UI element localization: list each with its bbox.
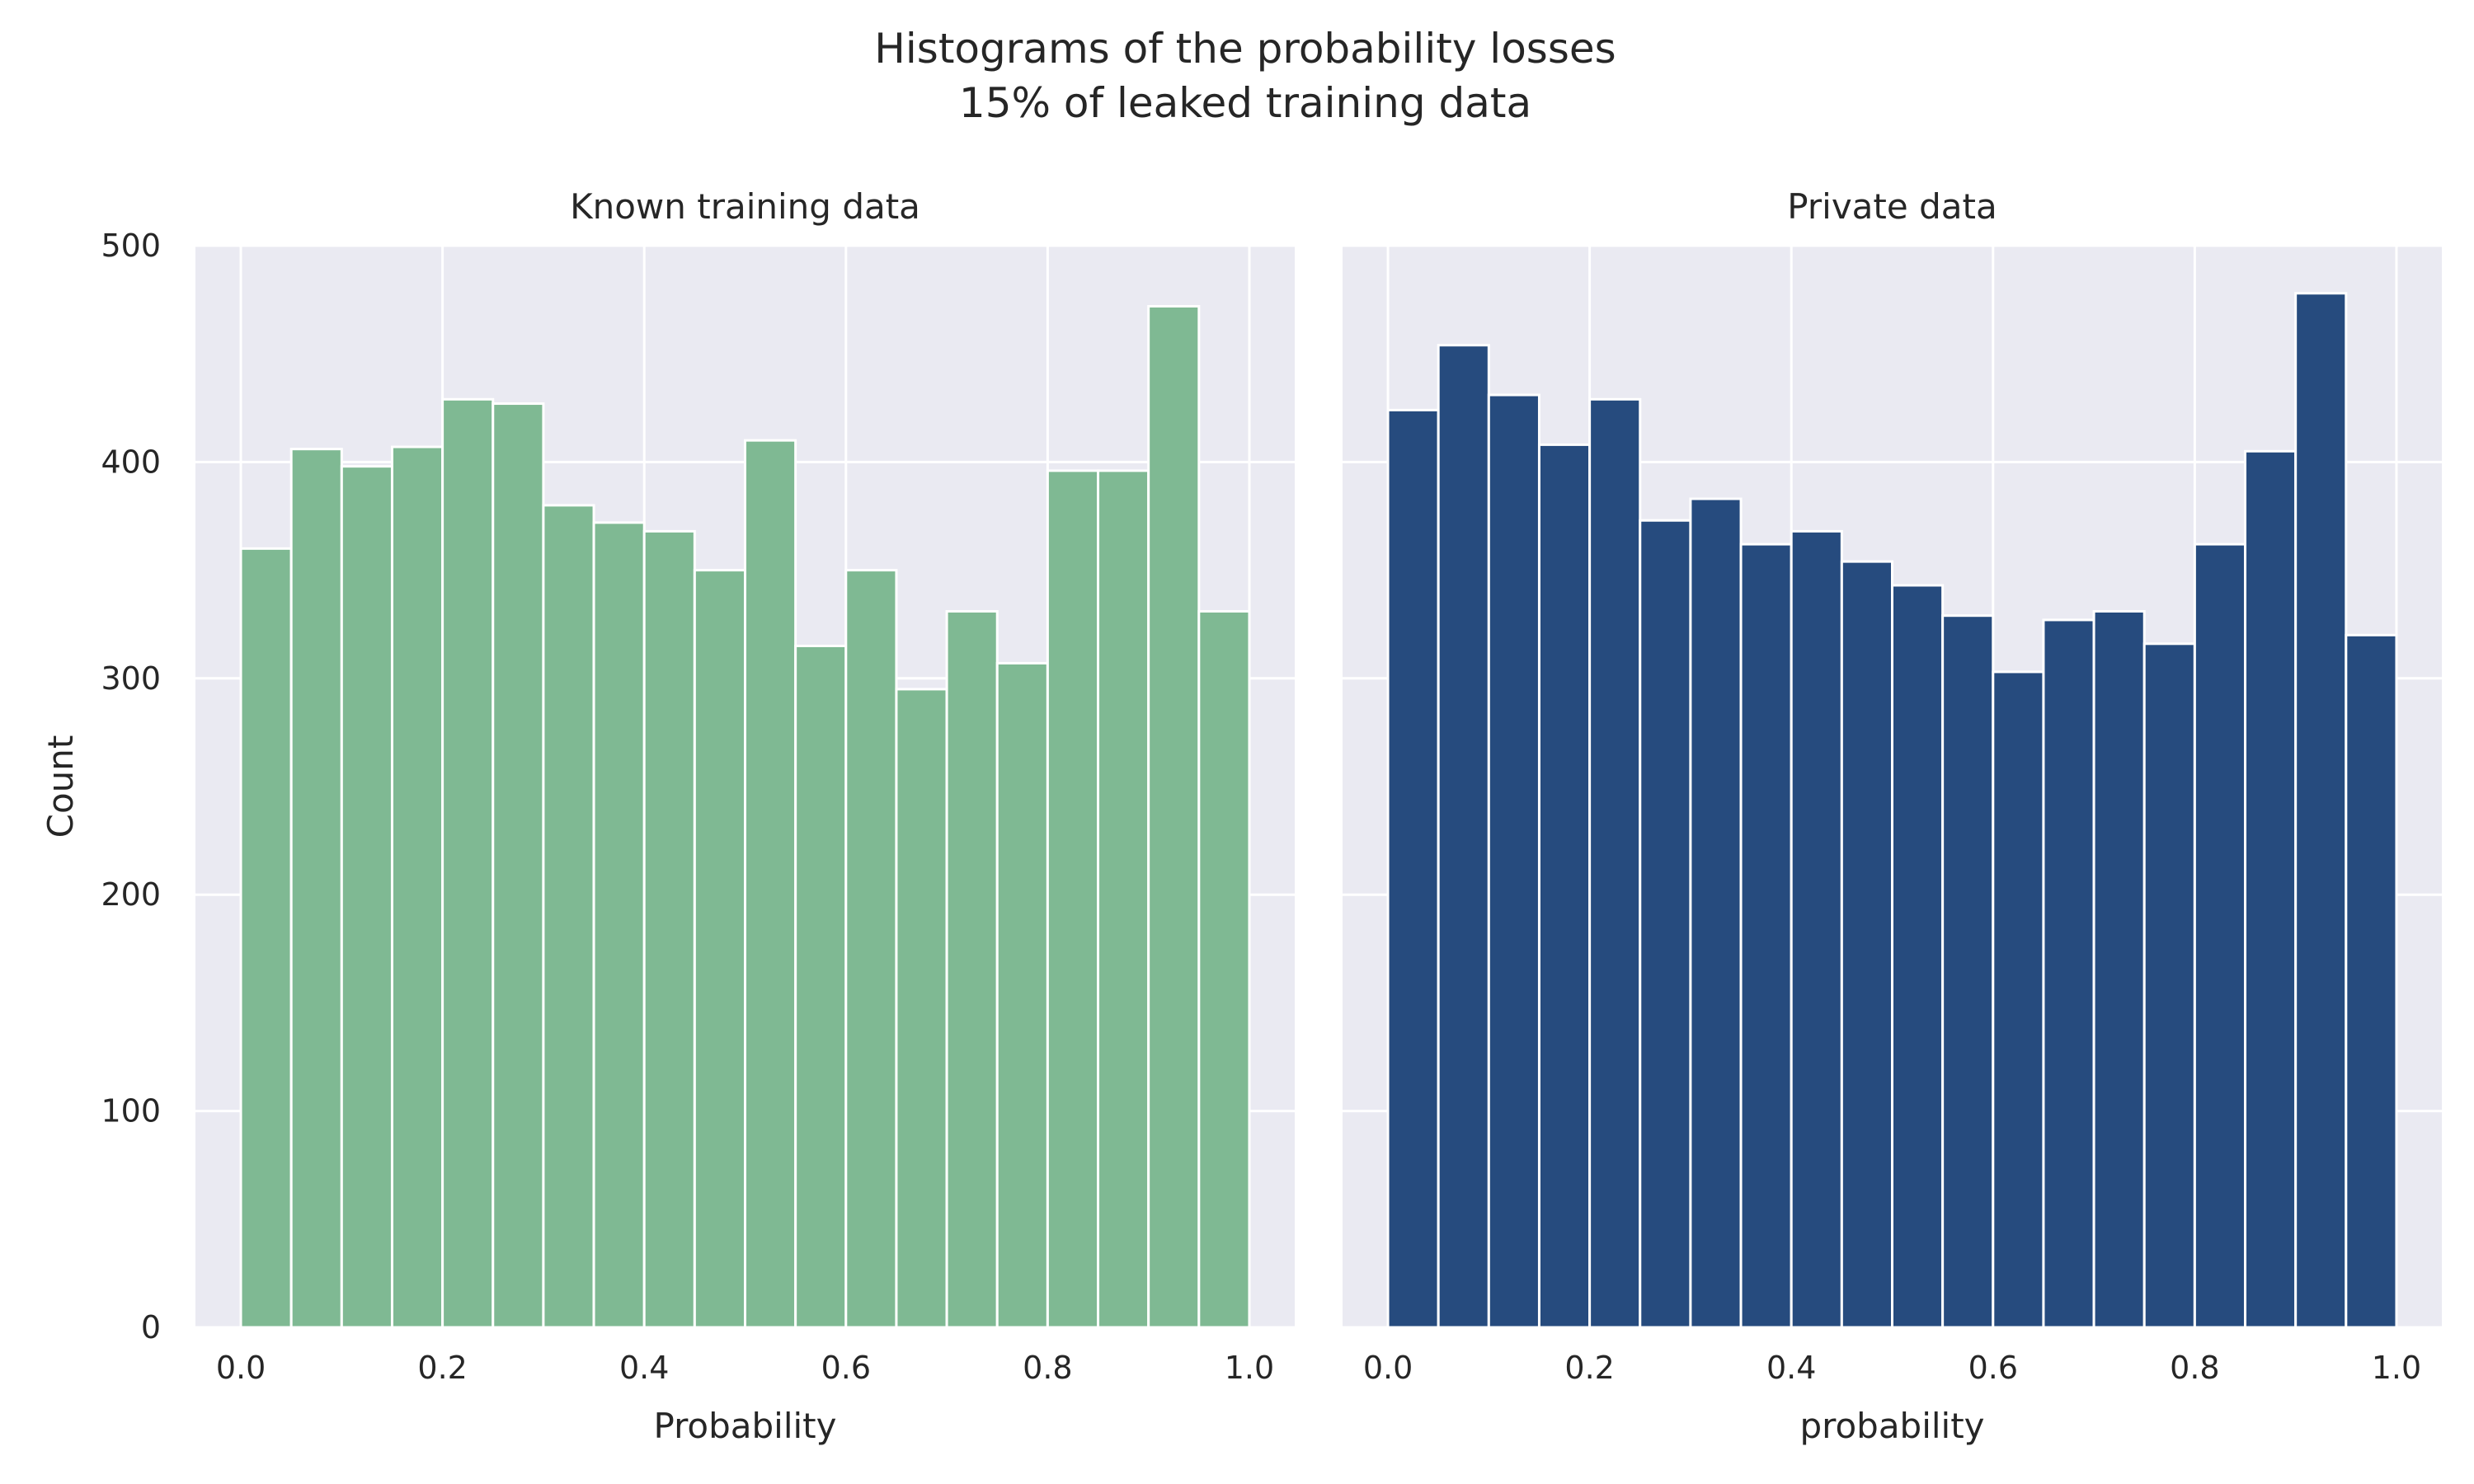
- histogram-bar: [2193, 542, 2247, 1329]
- histogram-bar: [1689, 497, 1743, 1329]
- y-tick-label: 500: [101, 228, 161, 264]
- y-tick-label: 200: [101, 876, 161, 913]
- subplot-private-data: 0.0 0.2 0.4 0.6 0.8 1.0 Private data probabilit…: [1343, 186, 2442, 1446]
- histogram-bar: [2345, 633, 2398, 1329]
- histogram-bar: [1941, 614, 1995, 1329]
- histogram-bar: [2092, 609, 2146, 1329]
- histogram-bar: [2042, 618, 2095, 1329]
- figure-suptitle-line1: Histograms of the probability losses: [874, 25, 1616, 73]
- histogram-bar: [390, 445, 444, 1329]
- histogram-bar: [239, 547, 293, 1329]
- x-tick-label: 1.0: [2372, 1350, 2421, 1386]
- x-tick-label: 0.2: [1564, 1350, 1614, 1386]
- histogram-bar: [642, 529, 696, 1329]
- histogram-bar: [1147, 304, 1201, 1329]
- histogram-bar: [2294, 292, 2348, 1329]
- y-tick-label: 300: [101, 660, 161, 697]
- subplot-title: Private data: [1787, 186, 1997, 227]
- histogram-bar: [289, 448, 343, 1329]
- x-tick-label: 0.0: [216, 1350, 266, 1386]
- figure-suptitle-line2: 15% of leaked training data: [959, 79, 1531, 127]
- x-tick-label: 0.6: [821, 1350, 871, 1386]
- y-tick-label: 100: [101, 1093, 161, 1129]
- histogram-bar: [1840, 560, 1894, 1329]
- x-tick-label: 1.0: [1225, 1350, 1274, 1386]
- x-axis-label: Probability: [653, 1406, 836, 1446]
- y-tick-label: 400: [101, 444, 161, 480]
- histogram-bar: [794, 644, 848, 1329]
- histogram-bar: [542, 504, 595, 1329]
- histogram-bar: [1386, 408, 1440, 1329]
- x-tick-label: 0.0: [1363, 1350, 1413, 1386]
- y-axis-label: Count: [40, 735, 81, 838]
- x-tick-label: 0.2: [417, 1350, 467, 1386]
- histogram-bar: [1046, 469, 1100, 1329]
- x-tick-label: 0.4: [619, 1350, 669, 1386]
- histogram-bar: [441, 397, 495, 1329]
- histogram-bar: [1992, 670, 2045, 1329]
- histogram-bar: [340, 465, 393, 1329]
- histogram-bar: [1097, 469, 1150, 1329]
- histogram-bar: [693, 569, 746, 1329]
- x-axis-label: probability: [1799, 1406, 1984, 1446]
- histogram-bar: [492, 402, 545, 1329]
- histogram-bar: [2244, 449, 2298, 1329]
- histogram-bar: [945, 609, 999, 1329]
- subplot-title: Known training data: [570, 186, 920, 227]
- x-tick-label: 0.8: [2170, 1350, 2219, 1386]
- y-tick-label: 0: [141, 1309, 161, 1345]
- histogram-bar: [895, 688, 948, 1329]
- subplot-known-training-data: 0.0 0.2 0.4 0.6 0.8 1.0 0 100 200 300 400 500 Known …: [40, 186, 1295, 1446]
- x-tick-label: 0.8: [1023, 1350, 1072, 1386]
- histogram-bar: [744, 439, 797, 1329]
- histogram-bar: [1487, 393, 1540, 1329]
- histogram-bar: [1891, 584, 1945, 1329]
- histogram-bar: [1739, 542, 1793, 1329]
- histogram-bar: [2142, 642, 2196, 1329]
- histogram-bar: [1537, 443, 1592, 1329]
- histogram-bar: [844, 569, 898, 1329]
- x-tick-label: 0.6: [1968, 1350, 2018, 1386]
- histogram-bar: [1588, 397, 1642, 1329]
- histogram-bar: [995, 661, 1049, 1329]
- histogram-bar: [592, 521, 646, 1329]
- histogram-bar: [1790, 529, 1843, 1329]
- histogram-bar: [1639, 519, 1692, 1329]
- histogram-bar: [1437, 344, 1490, 1329]
- x-tick-label: 0.4: [1766, 1350, 1816, 1386]
- histogram-bar: [1197, 609, 1251, 1329]
